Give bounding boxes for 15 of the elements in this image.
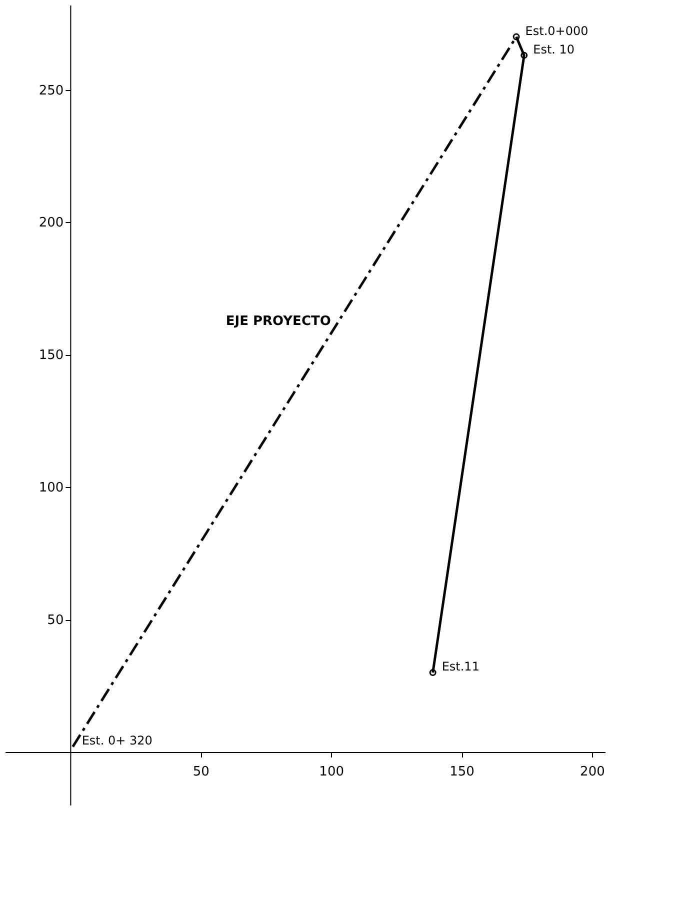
- y-tick-label: 50: [47, 613, 64, 628]
- x-tick-label: 100: [319, 764, 344, 780]
- y-tick-label: 150: [38, 348, 64, 364]
- annotation: Est. 10: [533, 42, 575, 56]
- y-tick-label: 250: [38, 83, 64, 98]
- annotation: Est.11: [442, 660, 480, 674]
- annotation: Est.0+000: [525, 24, 588, 38]
- annotation: Est. 0+ 320: [82, 734, 152, 748]
- series-label: EJE PROYECTO: [226, 314, 331, 329]
- y-tick-label: 100: [38, 480, 64, 496]
- x-tick-label: 150: [450, 764, 474, 780]
- x-tick-label: 50: [192, 764, 210, 780]
- y-tick-label: 200: [38, 216, 64, 231]
- point: [520, 52, 528, 59]
- x-tick-label: 200: [580, 764, 605, 780]
